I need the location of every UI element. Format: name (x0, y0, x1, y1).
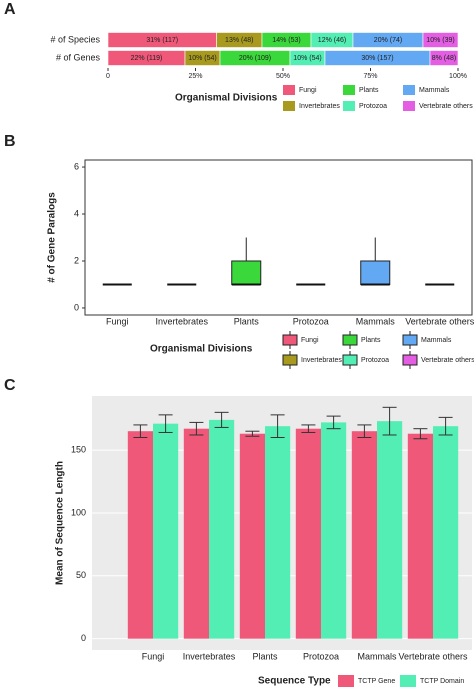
legend-key (403, 85, 415, 95)
value-label: 30% (157) (361, 55, 393, 62)
legend-label: Fungi (299, 87, 317, 94)
value-label: 22% (119) (131, 55, 163, 62)
legend-key (343, 85, 355, 95)
bar (265, 426, 291, 639)
x-tick-label: 75% (363, 73, 377, 80)
value-label: 20% (109) (239, 55, 271, 62)
legend-label: Invertebrates (299, 103, 340, 110)
bar (239, 433, 265, 639)
bar (209, 419, 235, 639)
legend-label: Vertebrate others (421, 357, 474, 364)
box (360, 260, 391, 285)
value-label: 13% (48) (225, 37, 253, 44)
bar (321, 422, 347, 639)
bar (183, 428, 209, 639)
y-tick-label: 0 (81, 633, 86, 643)
legend-title: Organismal Divisions (175, 93, 278, 104)
y-tick-label: 0 (74, 302, 79, 312)
legend-key (402, 334, 418, 346)
legend-title: Organismal Divisions (150, 344, 253, 355)
legend-label: Vertebrate others (419, 103, 473, 110)
legend-label: Mammals (419, 87, 450, 94)
bar (377, 421, 403, 639)
legend-title: Sequence Type (258, 676, 331, 687)
x-tick-label: Protozoa (293, 316, 329, 326)
value-label: 20% (74) (374, 37, 402, 44)
legend-key (402, 354, 418, 366)
bar (127, 431, 153, 639)
value-label: 8% (48) (432, 55, 457, 62)
y-tick-label: # of Genes (56, 52, 101, 62)
x-tick-label: 25% (188, 73, 202, 80)
x-tick-label: Vertebrate others (405, 316, 474, 326)
panel-label: C (4, 377, 16, 394)
legend-key (403, 101, 415, 111)
x-tick-label: Invertebrates (183, 651, 236, 661)
legend-key (342, 354, 358, 366)
y-axis-title: Mean of Sequence Length (55, 461, 66, 585)
legend-label: Fungi (301, 337, 319, 344)
legend-label: Protozoa (359, 103, 387, 110)
bar (351, 431, 377, 639)
bar (433, 426, 459, 639)
y-tick-label: 4 (74, 208, 79, 218)
legend-key (283, 85, 295, 95)
legend-label: Plants (359, 87, 379, 94)
x-tick-label: Plants (234, 316, 260, 326)
y-axis-title: # of Gene Paralogs (47, 192, 58, 283)
x-tick-label: Invertebrates (155, 316, 208, 326)
legend-key (282, 334, 298, 346)
legend-label: Invertebrates (301, 357, 342, 364)
x-tick-label: Fungi (142, 651, 165, 661)
value-label: 10% (54) (293, 55, 321, 62)
x-tick-label: Mammals (357, 651, 397, 661)
x-tick-label: Mammals (356, 316, 396, 326)
legend-key (282, 354, 298, 366)
bar (407, 433, 433, 639)
x-tick-label: Vertebrate others (398, 651, 468, 661)
y-tick-label: 6 (74, 161, 79, 171)
value-label: 10% (39) (426, 37, 454, 44)
value-label: 12% (46) (318, 37, 346, 44)
y-tick-label: 2 (74, 255, 79, 265)
bar (153, 423, 179, 639)
panel-label: A (4, 1, 16, 18)
legend-label: Mammals (421, 337, 452, 344)
legend-key (343, 101, 355, 111)
value-label: 10% (54) (188, 55, 216, 62)
x-tick-label: 50% (276, 73, 290, 80)
x-tick-label: 100% (449, 73, 467, 80)
legend-key (338, 675, 354, 687)
y-tick-label: 100 (71, 507, 86, 517)
y-tick-label: 150 (71, 444, 86, 454)
x-tick-label: Plants (252, 651, 278, 661)
value-label: 14% (53) (272, 37, 300, 44)
y-tick-label: 50 (76, 570, 86, 580)
x-tick-label: Fungi (106, 316, 129, 326)
legend-key (283, 101, 295, 111)
y-tick-label: # of Species (50, 34, 100, 44)
bar-segment (429, 50, 459, 66)
legend-label: Plants (361, 337, 381, 344)
bar (295, 428, 321, 639)
value-label: 31% (117) (146, 37, 178, 44)
box (231, 260, 262, 285)
panel-label: B (4, 133, 16, 150)
x-tick-label: 0 (106, 73, 110, 80)
legend-key (342, 334, 358, 346)
plot-area (84, 159, 473, 316)
legend-label: Protozoa (361, 357, 389, 364)
legend-label: TCTP Domain (420, 678, 464, 685)
legend-label: TCTP Gene (358, 678, 395, 685)
bar-segment (422, 32, 459, 48)
legend-key (400, 675, 416, 687)
x-tick-label: Protozoa (303, 651, 339, 661)
